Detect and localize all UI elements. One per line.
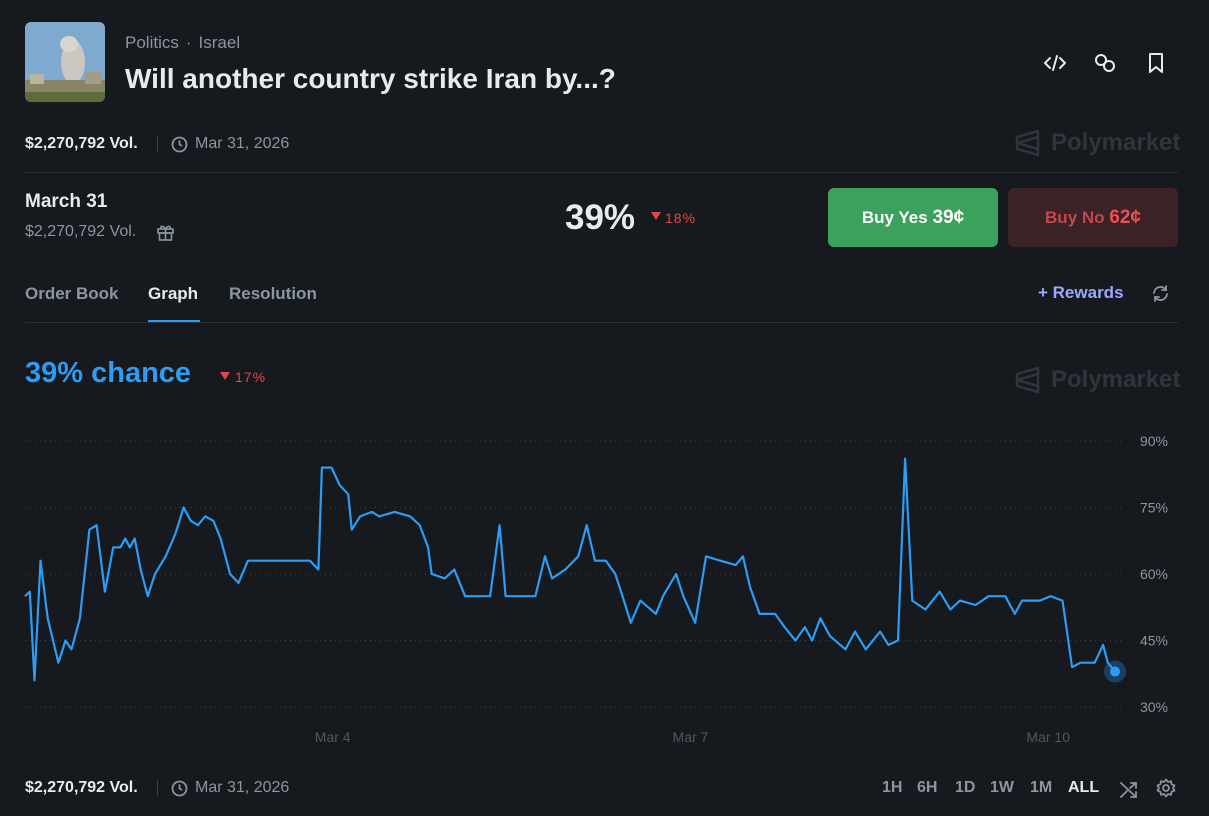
- gift-icon: [157, 225, 174, 241]
- x-tick-label: Mar 10: [1026, 729, 1070, 745]
- tab-active[interactable]: Graph: [148, 284, 199, 303]
- category-link[interactable]: Politics: [125, 33, 179, 52]
- x-tick-label: Mar 7: [673, 729, 709, 745]
- buy-yes-button[interactable]: Buy Yes 39¢: [828, 188, 998, 247]
- tab[interactable]: Order Book: [25, 284, 119, 303]
- chart-headline: 39% chance: [25, 357, 192, 389]
- bookmark-button[interactable]: [1144, 51, 1168, 75]
- outcome-probability: 39%: [565, 198, 636, 237]
- tag-link[interactable]: Israel: [198, 33, 241, 52]
- y-tick-label: 90%: [1140, 433, 1168, 449]
- market-title: Will another country strike Iran by...?: [125, 63, 616, 94]
- tab[interactable]: Resolution: [229, 284, 317, 303]
- outcome-name: March 31: [25, 191, 108, 212]
- separator: [157, 780, 158, 796]
- embed-button[interactable]: [1043, 51, 1067, 75]
- end-date: Mar 31, 2026: [195, 779, 290, 796]
- clock-icon: [171, 136, 188, 153]
- y-tick-label: 45%: [1140, 633, 1168, 649]
- range-button[interactable]: 1H: [882, 779, 903, 796]
- buy-yes-label: Buy Yes: [861, 207, 928, 227]
- divider: [25, 322, 1178, 323]
- buy-no-label: Buy No: [1045, 207, 1105, 227]
- chart-change: 17%: [235, 369, 267, 385]
- yes-price: 39¢: [932, 206, 965, 228]
- brand-watermark: Polymarket: [1051, 129, 1181, 156]
- range-button[interactable]: 1D: [955, 779, 976, 796]
- volume: $2,270,792 Vol.: [25, 135, 138, 152]
- price-line: [24, 457, 1116, 682]
- volume: $2,270,792 Vol.: [25, 779, 138, 796]
- brand-logo: [1015, 366, 1040, 394]
- outcome-volume: $2,270,792 Vol.: [25, 223, 137, 240]
- tab-underline: [148, 320, 200, 322]
- current-point: [1110, 666, 1120, 677]
- brand-watermark: Polymarket: [1051, 366, 1181, 393]
- y-tick-label: 75%: [1140, 500, 1168, 516]
- x-tick-label: Mar 4: [315, 729, 351, 745]
- range-button[interactable]: 1W: [990, 779, 1014, 796]
- clock-icon: [171, 780, 188, 797]
- copy-link-button[interactable]: [1093, 51, 1117, 75]
- outcome-change: 18%: [665, 210, 697, 226]
- down-arrow: [220, 372, 230, 380]
- price-chart: 30% 45% 60% 75% 90% Mar 4 Mar 7 Mar 10: [24, 433, 1168, 745]
- range-button-active[interactable]: ALL: [1068, 779, 1100, 796]
- range-button[interactable]: 1M: [1030, 779, 1053, 796]
- market-thumbnail: [25, 22, 105, 102]
- buy-no-button[interactable]: Buy No 62¢: [1008, 188, 1178, 247]
- settings-button[interactable]: [1156, 778, 1176, 798]
- range-button[interactable]: 6H: [917, 779, 938, 796]
- rewards-button[interactable]: + Rewards: [1038, 283, 1124, 302]
- end-date: Mar 31, 2026: [195, 135, 290, 152]
- rewards-label: Rewards: [1052, 283, 1124, 302]
- separator: [157, 136, 158, 152]
- brand-logo: [1015, 129, 1040, 157]
- divider: [25, 172, 1178, 173]
- down-arrow: [651, 212, 661, 220]
- breadcrumb: Politics · Israel: [125, 33, 241, 52]
- refresh-button[interactable]: [1151, 284, 1170, 303]
- shuffle-button[interactable]: [1119, 779, 1139, 799]
- y-tick-label: 30%: [1140, 699, 1168, 715]
- no-price: 62¢: [1109, 206, 1141, 228]
- y-tick-label: 60%: [1140, 566, 1168, 582]
